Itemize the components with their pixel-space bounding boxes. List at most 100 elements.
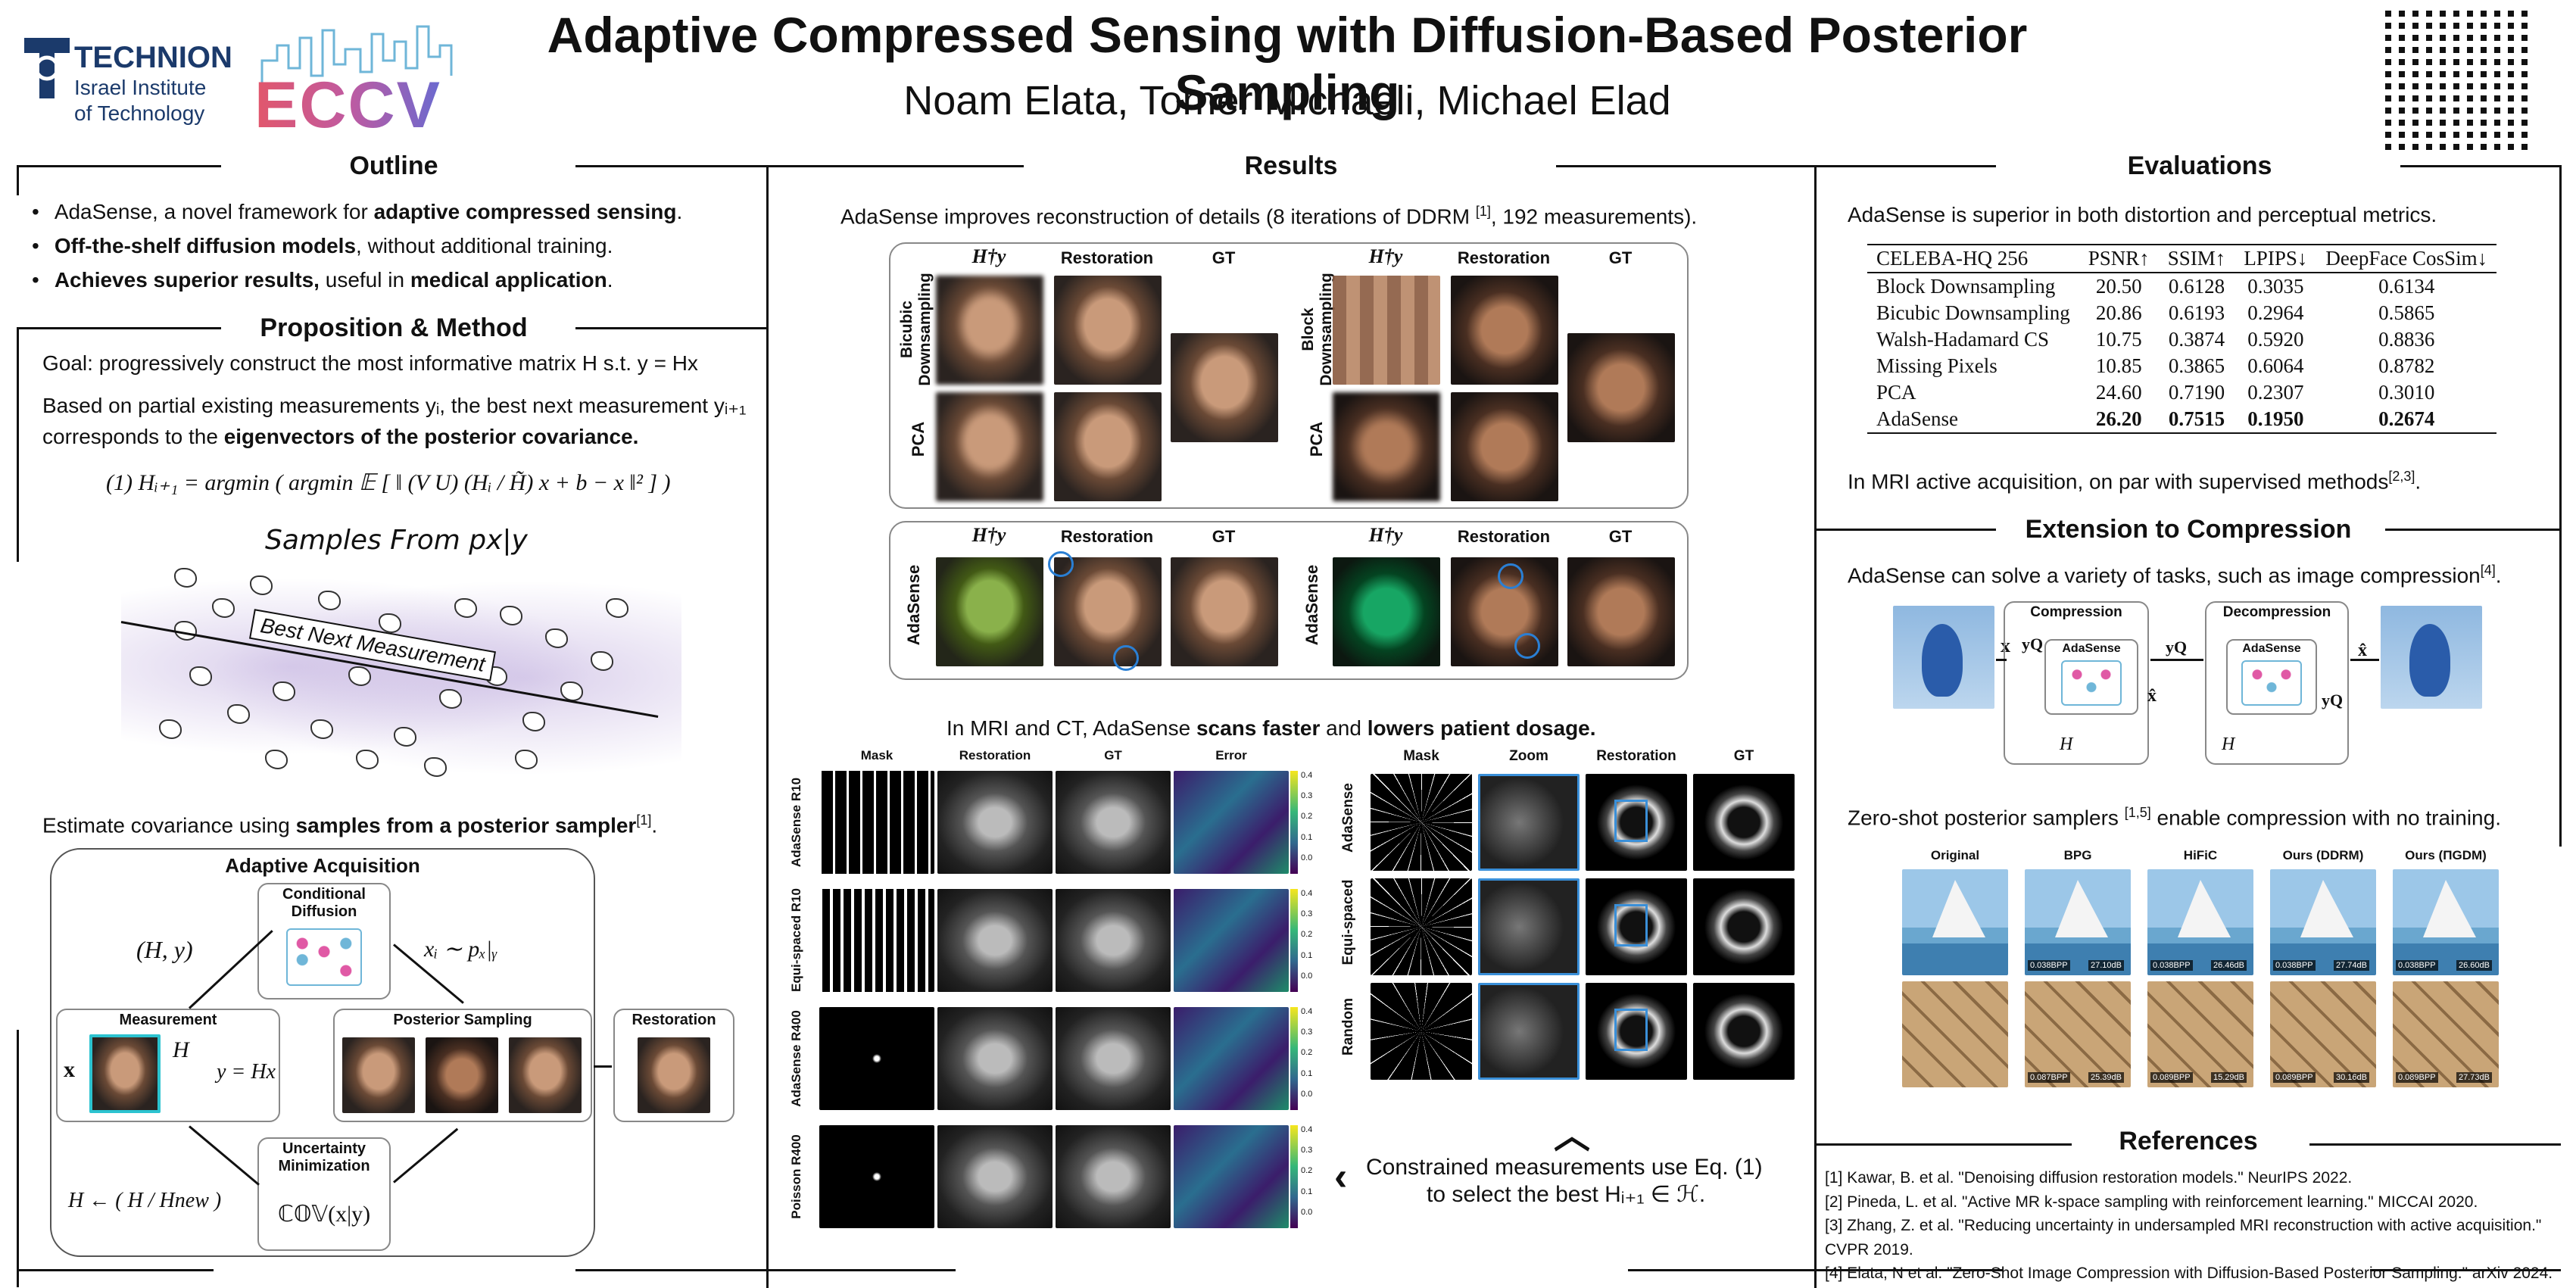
face-bicubic-h	[936, 276, 1043, 385]
mri-row-label: Poisson R400	[789, 1134, 803, 1219]
ct-row-label: AdaSense	[1340, 783, 1356, 853]
xi-label: xᵢ ∼ pₓ|ᵧ	[424, 937, 497, 962]
posterior-box	[333, 1009, 592, 1122]
outline-item-1: AdaSense, a novel framework for adaptive…	[32, 195, 759, 229]
eccv-logo: ECCV	[254, 23, 466, 142]
row-pca-2: PCA	[1307, 421, 1326, 457]
ct-zoom	[1478, 774, 1580, 871]
technion-name: TECHNION	[74, 41, 232, 74]
ct-gt	[1693, 774, 1795, 871]
comp-arrow-1	[1996, 659, 2007, 661]
eval-cell: 24.60	[2095, 381, 2142, 404]
comp-db-label: 25.39dB	[2088, 1072, 2124, 1083]
eval-header-cell: DeepFace CosSim↓	[2316, 244, 2497, 273]
colorbar-tick: 0.0	[1301, 853, 1313, 862]
left-caret-icon: ‹	[1334, 1155, 1348, 1199]
col-restoration-3: Restoration	[1060, 527, 1154, 546]
measurement-y-eq: y = Hx	[217, 1060, 276, 1084]
face-bicubic-rest	[1054, 276, 1162, 385]
comp-H-1: H	[2060, 734, 2073, 754]
method-rule-left-v	[17, 327, 19, 562]
mri-restoration	[937, 1007, 1053, 1110]
colorbar-tick: 0.3	[1301, 791, 1313, 801]
qr-code[interactable]	[2385, 11, 2531, 156]
outline-rule-right	[575, 165, 769, 167]
mri-mask	[819, 889, 934, 992]
mri-colorbar	[1290, 1125, 1298, 1228]
eval-rule-right-v	[2559, 165, 2562, 529]
measurement-x: x	[64, 1057, 75, 1082]
method-based: Based on partial existing measurements y…	[42, 394, 747, 448]
colorbar-tick: 0.2	[1301, 812, 1313, 822]
sample-mark	[273, 681, 295, 701]
comp-yq-1: yQ	[2022, 635, 2044, 653]
sample-mark	[174, 568, 197, 588]
face-gt-2	[1567, 333, 1675, 442]
mri-colorbar	[1290, 771, 1298, 874]
mri-col-header: Restoration	[959, 748, 1031, 763]
compression-inner	[2044, 639, 2138, 715]
eval-row: Bicubic Downsampling 20.86 0.6193 0.2964 0.5…	[1867, 300, 2496, 326]
mri-colorbar	[1290, 1007, 1298, 1110]
eval-cell: 0.3035	[2247, 275, 2304, 298]
highlight-circle-3	[1498, 563, 1523, 589]
comp-bpp-label: 0.038BPP	[2150, 960, 2193, 971]
method-equation: (1) Hᵢ₊₁ = argmin ( argmin 𝔼 [ ‖ (V U) (…	[106, 470, 671, 495]
comp-bpp-label: 0.089BPP	[2273, 1072, 2316, 1083]
col-gt-3: GT	[1212, 527, 1236, 546]
references-list: [1] Kawar, B. et al. "Denoising diffusio…	[1825, 1166, 2559, 1288]
eval-cell: Missing Pixels	[1876, 354, 1997, 377]
colorbar-tick: 0.1	[1301, 832, 1313, 842]
posterior-label: Posterior Sampling	[393, 1012, 532, 1028]
col-gt-4: GT	[1608, 527, 1633, 546]
mri-gt	[1056, 1125, 1171, 1228]
eval-header-cell: LPIPS↓	[2235, 244, 2317, 273]
comp-image	[2270, 981, 2376, 1087]
face-block-rest	[1451, 276, 1558, 385]
sail-icon	[1932, 880, 1985, 937]
row-adasense-2: AdaSense	[1302, 564, 1321, 646]
ct-zoom	[1478, 878, 1580, 975]
eval-cell: Bicubic Downsampling	[1876, 301, 2070, 324]
eval-cell: 0.7515	[2158, 406, 2235, 434]
ct-mask	[1371, 983, 1472, 1080]
highlight-circle-2	[1113, 645, 1139, 671]
ct-col-header: Restoration	[1596, 748, 1676, 764]
sample-mark	[310, 719, 333, 739]
outline-item-3: Achieves superior results, useful in med…	[32, 264, 759, 298]
decompression-inner-label: AdaSense	[2242, 642, 2301, 655]
cond-diffusion-label: Conditional Diffusion	[282, 886, 366, 920]
eval-row: Block Downsampling 20.50 0.6128 0.3035 0.613…	[1867, 273, 2496, 300]
sample-mark	[212, 598, 235, 618]
ref-bottom-rule-2	[2370, 1269, 2561, 1271]
eval-mri: In MRI active acquisition, on par with s…	[1848, 469, 2422, 494]
eval-cell: 0.2964	[2247, 301, 2304, 324]
outline-rule-left	[17, 165, 221, 167]
eval-cell: 0.5920	[2247, 328, 2304, 351]
col-restoration-2: Restoration	[1457, 248, 1551, 267]
comp-db-label: 27.74dB	[2334, 960, 2369, 971]
comp-H-2: H	[2222, 734, 2235, 754]
mri-col-header: GT	[1104, 748, 1122, 763]
comp-xhat-2: x̂	[2358, 641, 2367, 660]
measurement-face	[89, 1034, 161, 1113]
eval-cell: 10.85	[2095, 354, 2142, 377]
ct-restoration	[1586, 983, 1687, 1080]
left-bottom-rule-1	[17, 1030, 19, 1287]
comp-bpp-label: 0.089BPP	[2396, 1072, 2438, 1083]
colorbar-tick: 0.4	[1301, 889, 1313, 898]
sample-mark	[424, 757, 447, 777]
highlight-circle-1	[1048, 551, 1074, 577]
comp-yq-mid: yQ	[2166, 638, 2188, 656]
eval-cell: AdaSense	[1867, 406, 2079, 434]
mri-mask	[819, 771, 934, 874]
outline-item-2: Off-the-shelf diffusion models, without …	[32, 229, 759, 264]
sample-mark	[250, 575, 273, 595]
comp-image	[2393, 981, 2499, 1087]
colorbar-tick: 0.2	[1301, 930, 1313, 940]
mri-colorbar	[1290, 889, 1298, 992]
ct-zoom-box	[1614, 800, 1648, 842]
measurement-box	[56, 1009, 280, 1122]
face-pca-h-2	[1333, 392, 1440, 501]
results-rule-left	[766, 165, 1024, 167]
